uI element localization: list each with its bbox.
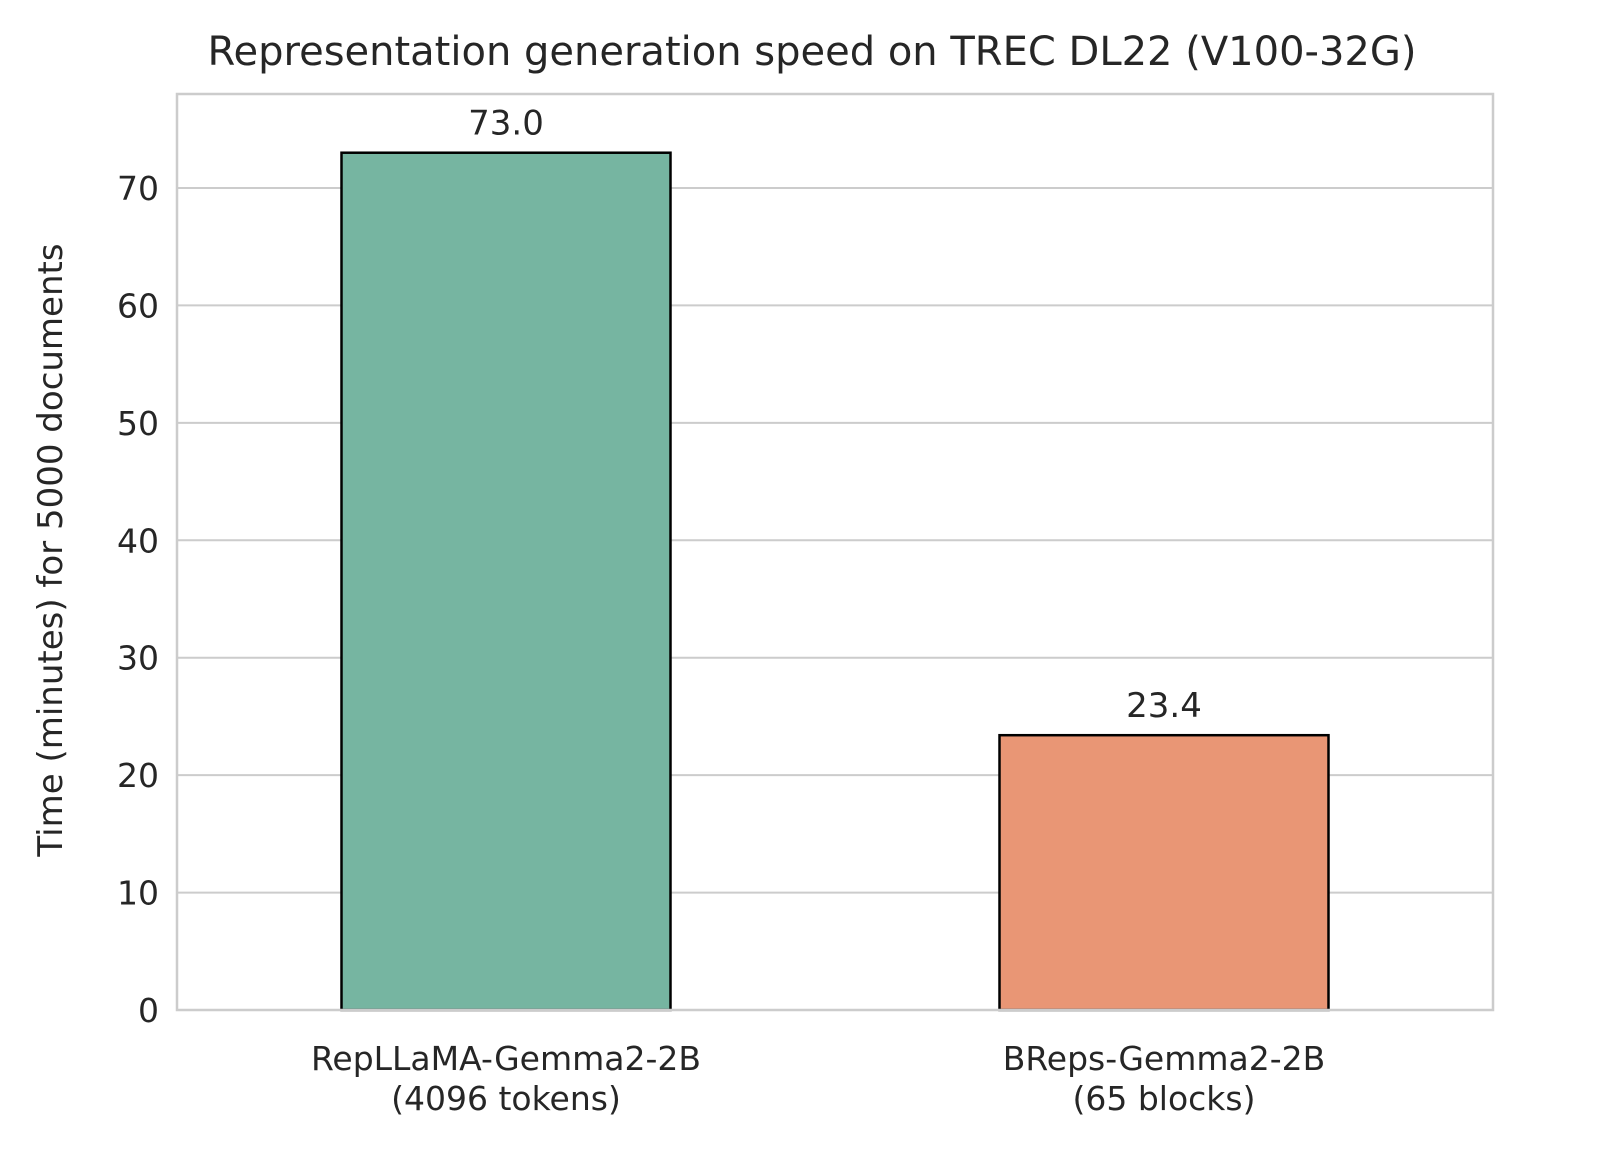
y-tick-labels: 0 10 20 30 40 50 60 70: [117, 169, 159, 1030]
data-labels: 73.0 23.4: [468, 104, 1202, 726]
chart-title: Representation generation speed on TREC …: [208, 29, 1417, 75]
y-tick-label: 30: [117, 639, 159, 678]
bar-2: [998, 733, 1330, 1012]
y-tick-label: 20: [117, 756, 159, 795]
y-tick-label: 40: [117, 521, 159, 560]
data-label-1: 73.0: [468, 104, 544, 144]
y-axis-label: Time (minutes) for 5000 documents: [31, 243, 71, 857]
bars: [340, 151, 1330, 1012]
y-tick-label: 60: [117, 286, 159, 325]
y-tick-label: 70: [117, 169, 159, 208]
bar-1: [340, 151, 672, 1012]
x-tick-label-2-line-1: BReps-Gemma2-2B: [1003, 1039, 1326, 1078]
y-tick-label: 0: [138, 991, 159, 1030]
x-tick-label-2-line-2: (65 blocks): [1073, 1079, 1256, 1118]
x-tick-label-1-line-2: (4096 tokens): [391, 1079, 621, 1118]
plot-frame: [175, 92, 1495, 1012]
data-label-2: 23.4: [1126, 686, 1202, 726]
x-tick-label-1-line-1: RepLLaMA-Gemma2-2B: [311, 1039, 701, 1078]
x-tick-labels: RepLLaMA-Gemma2-2B(4096 tokens) BReps-Gem…: [311, 1039, 1325, 1118]
y-tick-label: 10: [117, 874, 159, 913]
y-tick-label: 50: [117, 404, 159, 443]
